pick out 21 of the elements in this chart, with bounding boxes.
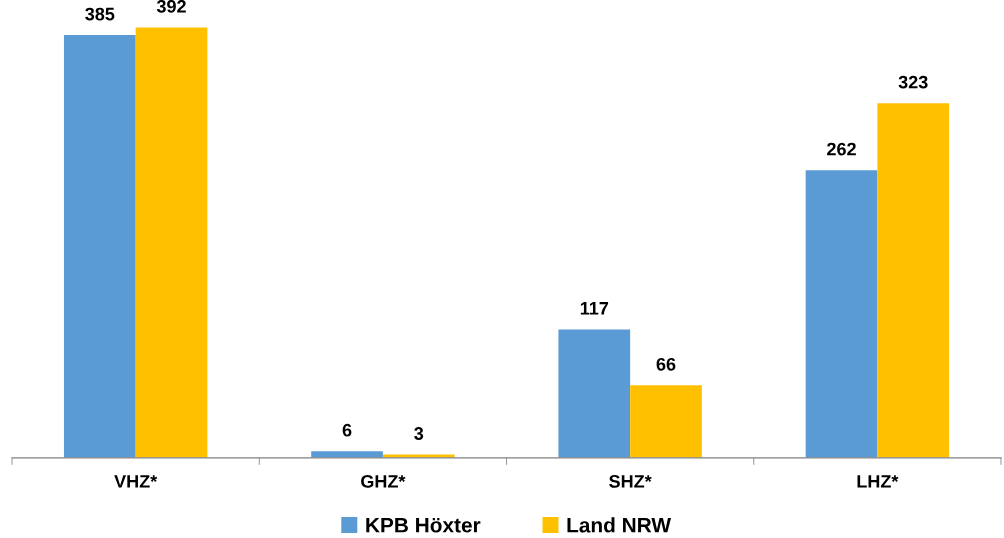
- bar: [877, 103, 950, 458]
- data-label: 66: [656, 357, 676, 371]
- data-label: 323: [898, 75, 928, 89]
- bar: [63, 35, 136, 458]
- data-label: 6: [342, 423, 352, 437]
- x-tick-label: VHZ*: [114, 475, 158, 488]
- data-label: 262: [827, 142, 856, 156]
- x-tick-label: SHZ*: [609, 474, 652, 488]
- data-label: 3: [414, 427, 424, 440]
- data-label: 117: [580, 302, 609, 315]
- bar: [630, 385, 702, 458]
- data-label: 392: [156, 0, 186, 13]
- legend-label: KPB Höxter: [366, 517, 481, 533]
- bar: [805, 170, 878, 458]
- bar: [558, 329, 631, 458]
- bar: [311, 451, 383, 458]
- x-tick-label: GHZ*: [361, 474, 406, 488]
- bar: [135, 27, 208, 458]
- legend-label: Land NRW: [567, 517, 672, 533]
- data-label: 385: [85, 7, 115, 21]
- x-tick-label: LHZ*: [857, 475, 899, 488]
